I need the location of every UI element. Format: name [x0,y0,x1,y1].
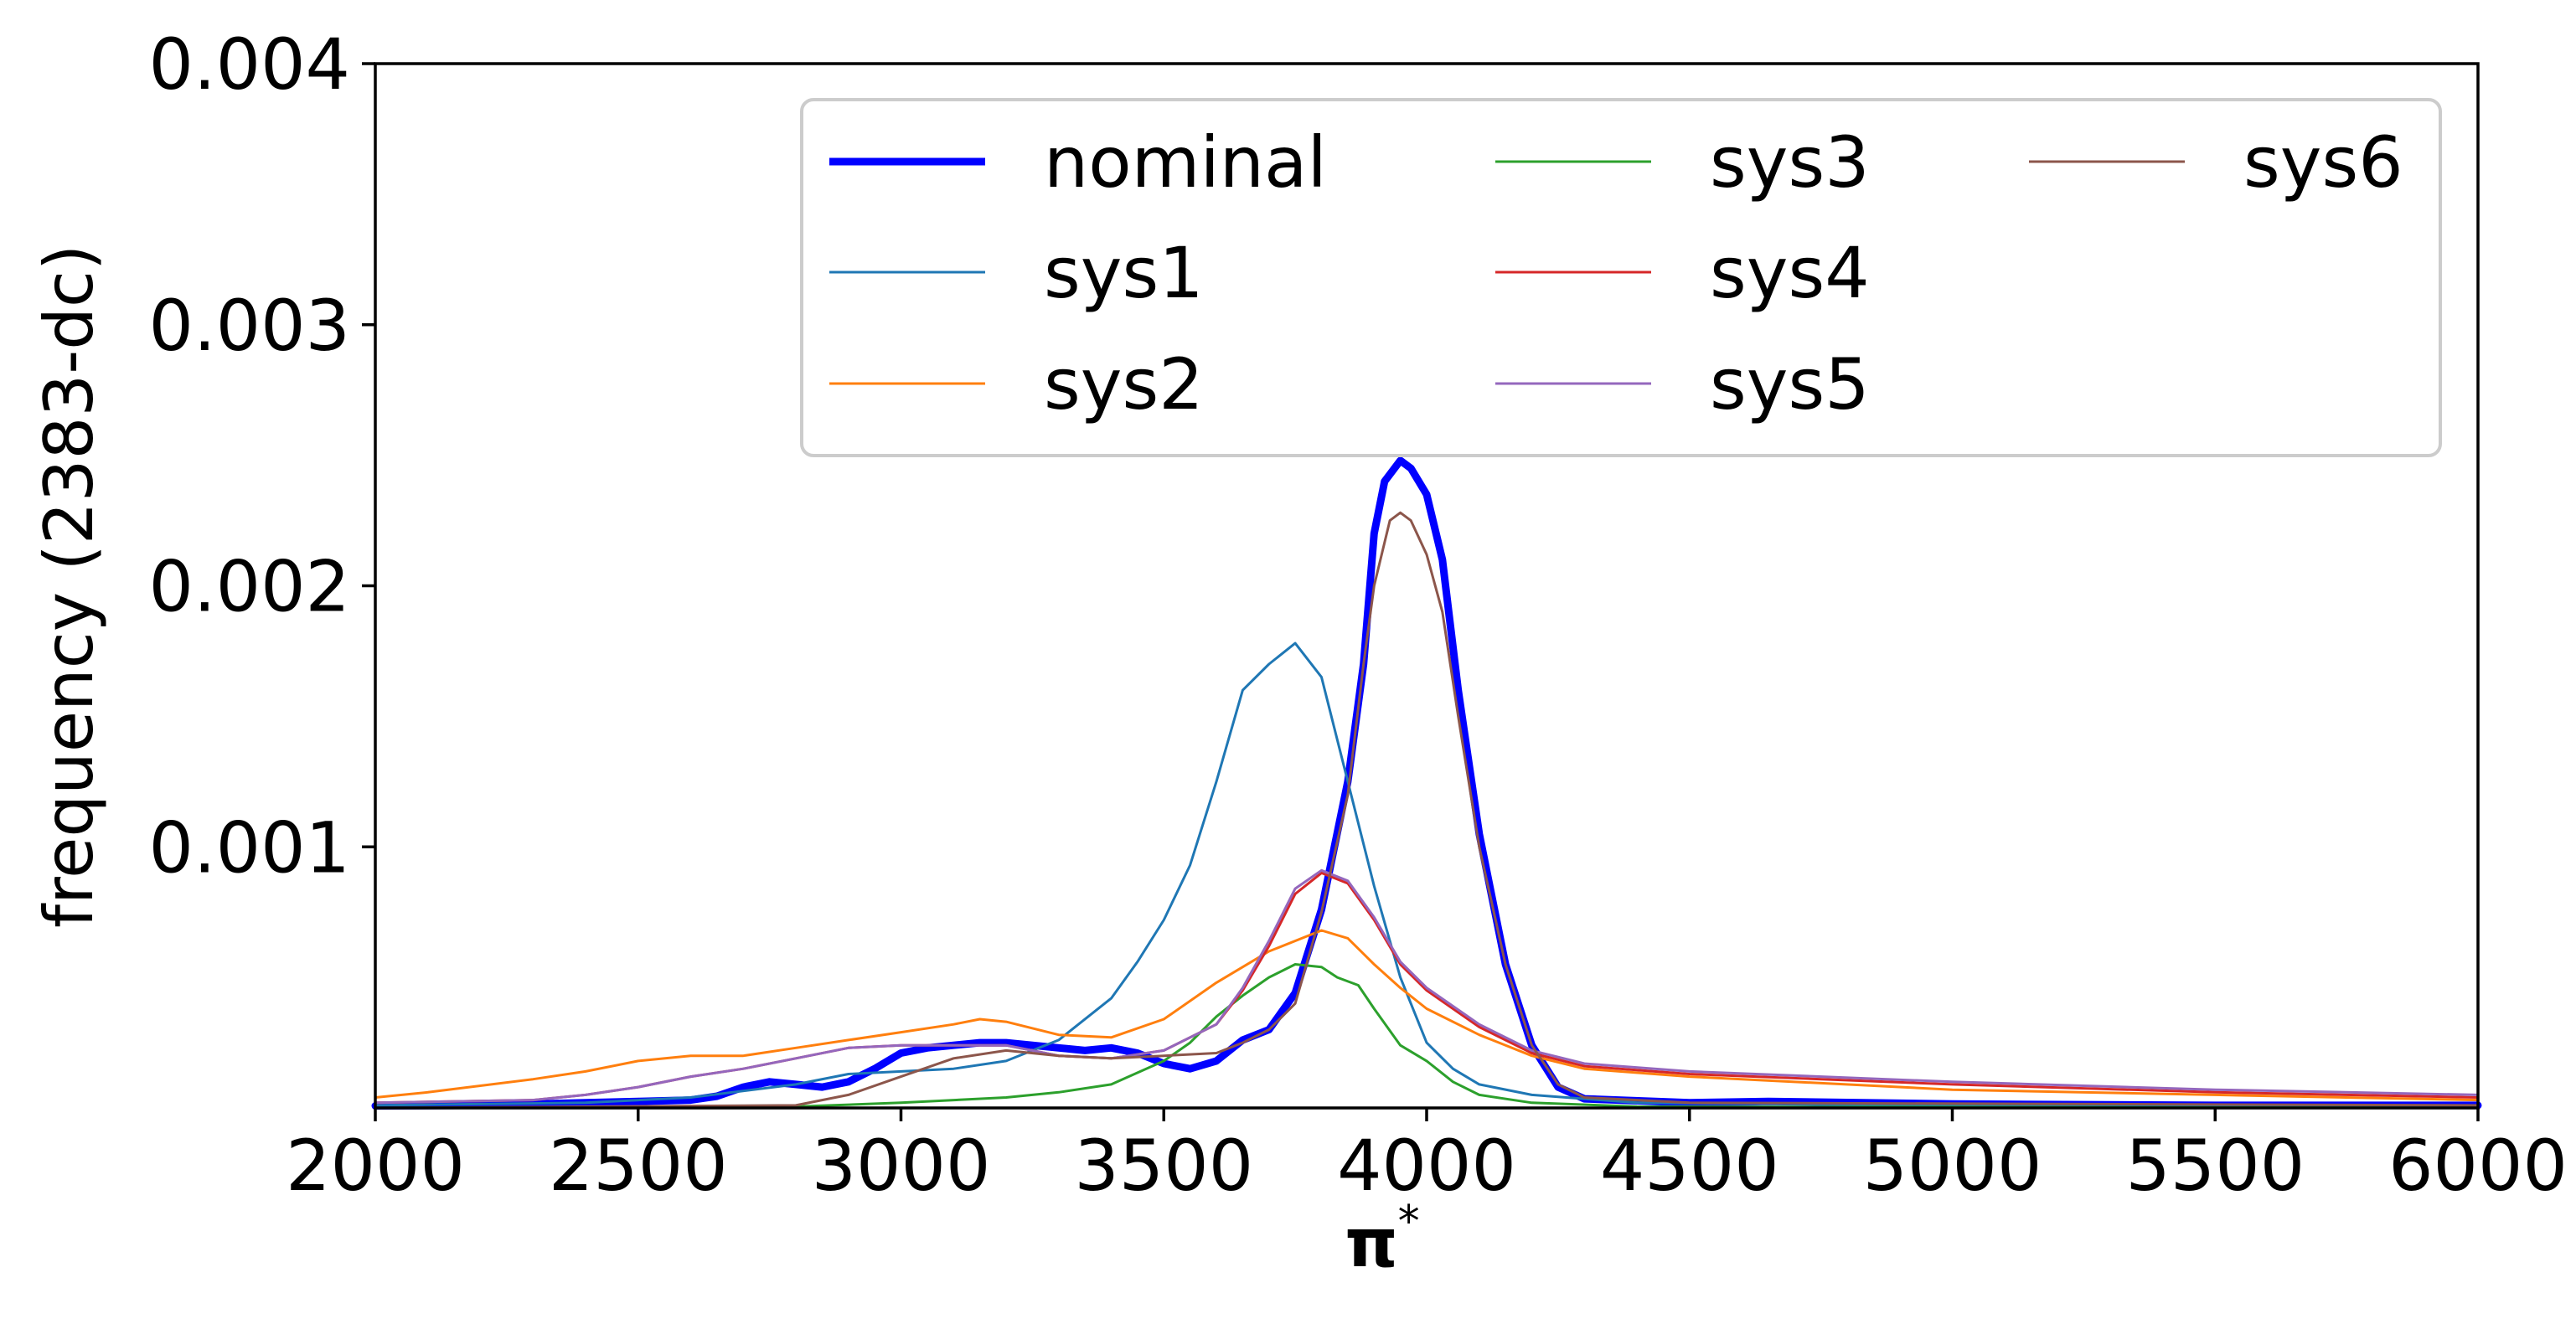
series-layer [371,456,2482,1110]
legend-label-sys2: sys2 [1044,343,1204,425]
x-tick-label: 4000 [1337,1125,1516,1207]
x-axis-label: π* [1345,1197,1419,1282]
y-axis-label: frequency (2383-dc) [30,245,108,928]
x-tick-label: 3000 [812,1125,991,1207]
x-tick-label: 2500 [549,1125,728,1207]
legend-label-sys3: sys3 [1710,121,1870,203]
legend-label-sys1: sys1 [1044,232,1204,314]
x-axis-label-superscript: * [1398,1197,1420,1247]
y-tick-label: 0.004 [149,23,350,106]
series-line-sys3 [374,963,2480,1110]
series-line-sys6 [374,511,2480,1110]
x-tick-label: 5500 [2125,1125,2305,1207]
legend-label-sys6: sys6 [2243,121,2403,203]
legend-label-nominal: nominal [1044,121,1327,203]
y-axis: 0.001 0.002 0.003 0.004 [149,23,375,889]
legend-label-sys5: sys5 [1710,343,1870,425]
y-tick-label: 0.003 [149,285,350,367]
x-tick-label: 3500 [1074,1125,1253,1207]
x-tick-label: 2000 [286,1125,465,1207]
legend-label-sys4: sys4 [1710,232,1870,314]
x-tick-label: 5000 [1863,1125,2042,1207]
y-tick-label: 0.001 [149,806,350,889]
legend-items: nominal sys1 sys2 sys3 sys4 sys5 sys6 [829,121,2403,425]
x-tick-label: 4500 [1600,1125,1779,1207]
x-tick-label: 6000 [2388,1125,2568,1207]
x-axis: 2000 2500 3000 3500 4000 4500 5000 5500 6000 [286,1108,2568,1207]
y-tick-label: 0.002 [149,546,350,628]
series-line-sys5 [374,868,2480,1105]
x-axis-label-main: π [1345,1204,1397,1282]
legend: nominal sys1 sys2 sys3 sys4 sys5 sys6 [800,98,2442,457]
legend-box [800,98,2442,457]
series-line-sys1 [374,641,2480,1107]
